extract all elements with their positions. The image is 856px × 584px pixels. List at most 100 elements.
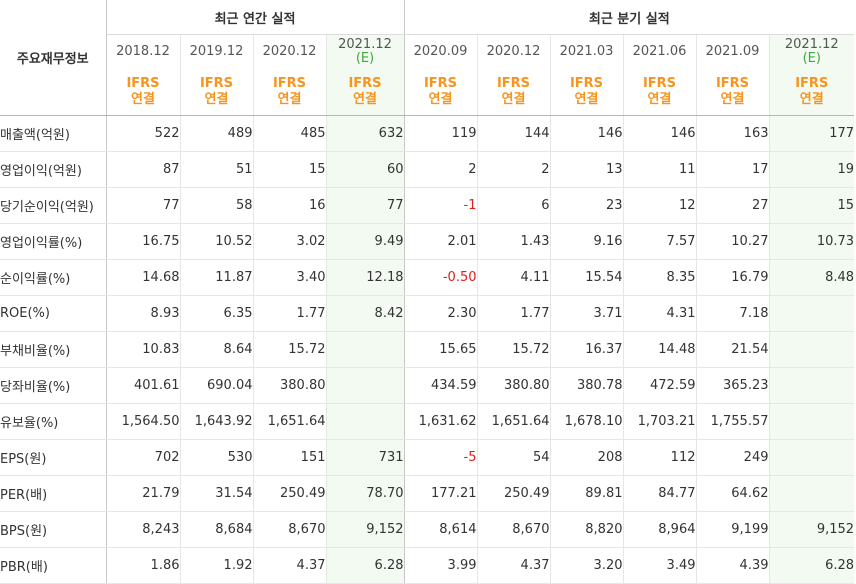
period-header: 2021.09: [695, 34, 769, 69]
period-header: 2020.12: [252, 34, 326, 69]
value-cell: 51: [179, 151, 253, 188]
value-cell: 4.31: [622, 295, 696, 332]
value-cell: 485: [252, 115, 326, 152]
value-cell: 77: [325, 187, 404, 224]
value-cell: 6: [476, 187, 550, 224]
value-cell: 1,643.92: [179, 403, 253, 440]
period-label: 2021.03: [559, 44, 614, 59]
row-label: 유보율(%): [0, 403, 107, 440]
value-cell: 8,820: [549, 511, 623, 548]
value-cell: 14.68: [105, 259, 180, 296]
value-cell: 731: [325, 439, 404, 476]
accounting-basis: IFRS 연결: [325, 69, 404, 116]
row-label: PBR(배): [0, 547, 107, 584]
value-cell: 89.81: [549, 475, 623, 512]
row-label: 당기순이익(억원): [0, 187, 107, 224]
value-cell: 16: [252, 187, 326, 224]
annual-group-header: 최근 연간 실적: [106, 0, 404, 35]
basis-ifrs: IFRS: [348, 76, 382, 91]
value-cell: 8,614: [403, 511, 477, 548]
value-cell: 9,199: [695, 511, 769, 548]
accounting-basis: IFRS 연결: [179, 69, 253, 116]
value-cell: [768, 439, 855, 476]
value-cell: 530: [179, 439, 253, 476]
value-cell: 1.86: [105, 547, 180, 584]
value-cell: 2.30: [403, 295, 477, 332]
value-cell: 23: [549, 187, 623, 224]
basis-ifrs: IFRS: [423, 76, 458, 91]
accounting-basis: IFRS 연결: [403, 69, 477, 116]
period-label: 2021.06: [632, 44, 687, 59]
accounting-basis: IFRS 연결: [105, 69, 180, 116]
value-cell: 146: [622, 115, 696, 152]
value-cell: [768, 331, 855, 368]
value-cell: 4.11: [476, 259, 550, 296]
value-cell: 84.77: [622, 475, 696, 512]
value-cell: 6.35: [179, 295, 253, 332]
basis-ifrs: IFRS: [715, 76, 750, 91]
value-cell: 146: [549, 115, 623, 152]
value-cell: 1,651.64: [476, 403, 550, 440]
basis-ifrs: IFRS: [569, 76, 604, 91]
accounting-basis: IFRS 연결: [549, 69, 623, 116]
period-header: 2021.03: [549, 34, 623, 69]
value-cell: 15.72: [252, 331, 326, 368]
value-cell: 10.52: [179, 223, 253, 260]
row-label: PER(배): [0, 475, 107, 512]
table-row: 부채비율(%) 10.83 8.64 15.72 15.65 15.72 16.37 14.4…: [0, 331, 855, 368]
value-cell: 12: [622, 187, 696, 224]
period-label: 2020.09: [413, 44, 468, 59]
accounting-basis: IFRS 연결: [768, 69, 855, 116]
value-cell: -1: [403, 187, 477, 224]
table-row: 영업이익률(%) 16.75 10.52 3.02 9.49 2.01 1.43 9.16 7.…: [0, 223, 855, 260]
value-cell: 365.23: [695, 367, 769, 404]
value-cell: 3.71: [549, 295, 623, 332]
value-cell: 10.27: [695, 223, 769, 260]
value-cell: 10.83: [105, 331, 180, 368]
table-row: BPS(원) 8,243 8,684 8,670 9,152 8,614 8,670 8,82…: [0, 511, 855, 548]
value-cell: 8,670: [252, 511, 326, 548]
value-cell: 8.64: [179, 331, 253, 368]
value-cell: 208: [549, 439, 623, 476]
value-cell: 380.80: [476, 367, 550, 404]
period-label: 2021.12: [784, 37, 839, 52]
value-cell: 250.49: [252, 475, 326, 512]
period-label: 2020.12: [486, 44, 541, 59]
period-header: 2019.12: [179, 34, 253, 69]
value-cell: 7.57: [622, 223, 696, 260]
value-cell: 2.01: [403, 223, 477, 260]
value-cell: 8.48: [768, 259, 855, 296]
value-cell: 1,755.57: [695, 403, 769, 440]
value-cell: 1,703.21: [622, 403, 696, 440]
value-cell: 8.35: [622, 259, 696, 296]
basis-ifrs: IFRS: [795, 76, 829, 91]
value-cell: 8,964: [622, 511, 696, 548]
value-cell: 11.87: [179, 259, 253, 296]
row-label: 부채비율(%): [0, 331, 107, 368]
value-cell: 87: [105, 151, 180, 188]
period-header: 2018.12: [105, 34, 180, 69]
period-header: 2021.12 (E): [768, 34, 855, 69]
accounting-basis: IFRS 연결: [622, 69, 696, 116]
accounting-basis: IFRS 연결: [252, 69, 326, 116]
value-cell: 8,670: [476, 511, 550, 548]
basis-consolidated: 연결: [799, 92, 824, 107]
value-cell: 9,152: [768, 511, 855, 548]
value-cell: 7.18: [695, 295, 769, 332]
basis-consolidated: 연결: [353, 92, 377, 107]
value-cell: -5: [403, 439, 477, 476]
period-header: 2021.06: [622, 34, 696, 69]
period-header: 2020.09: [403, 34, 477, 69]
basis-consolidated: 연결: [574, 92, 599, 107]
basis-ifrs: IFRS: [199, 76, 234, 91]
value-cell: 11: [622, 151, 696, 188]
value-cell: 522: [105, 115, 180, 152]
value-cell: 9,152: [325, 511, 404, 548]
table-row: PBR(배) 1.86 1.92 4.37 6.28 3.99 4.37 3.20 3.49 4.…: [0, 547, 855, 584]
value-cell: 1,631.62: [403, 403, 477, 440]
value-cell: 13: [549, 151, 623, 188]
value-cell: 9.49: [325, 223, 404, 260]
value-cell: [768, 475, 855, 512]
value-cell: 4.39: [695, 547, 769, 584]
value-cell: 64.62: [695, 475, 769, 512]
